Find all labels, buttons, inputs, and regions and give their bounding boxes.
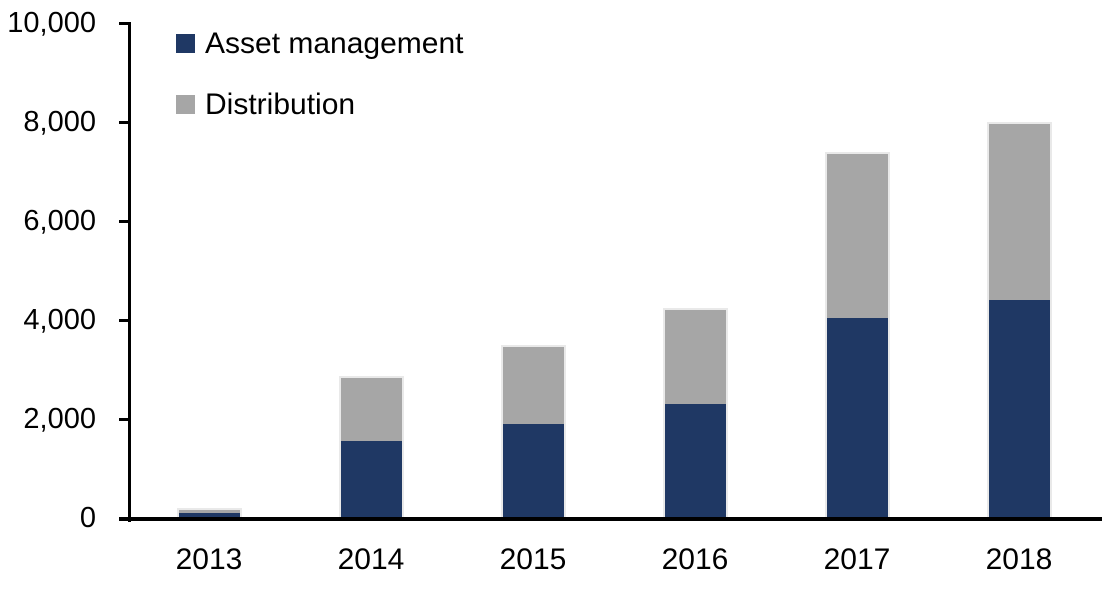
y-tick-mark-8000: [119, 121, 128, 124]
y-axis-line: [128, 22, 131, 522]
bar-segment-asset-management-2018: [988, 300, 1050, 518]
bar-2015: [500, 345, 566, 518]
x-tick-label-2016: 2016: [661, 543, 729, 576]
bar-segment-asset-management-2017: [826, 318, 888, 518]
y-tick-label-0: 0: [79, 502, 96, 534]
bar-segment-asset-management-2015: [502, 424, 564, 518]
y-tick-mark-10000: [119, 22, 128, 25]
bar-2014: [338, 376, 404, 518]
legend-swatch-distribution: [176, 95, 195, 114]
bar-2016: [662, 308, 728, 518]
x-tick-label-2018: 2018: [985, 543, 1053, 576]
y-tick-mark-6000: [119, 220, 128, 223]
bar-segment-distribution-2016: [664, 310, 726, 404]
bar-segment-distribution-2014: [340, 378, 402, 441]
bar-segment-asset-management-2013: [178, 513, 240, 518]
bar-segment-asset-management-2014: [340, 441, 402, 518]
x-tick-label-2013: 2013: [175, 543, 243, 576]
y-tick-label-6000: 6,000: [23, 205, 96, 237]
y-tick-label-10000: 10,000: [7, 7, 96, 39]
bar-2018: [986, 122, 1052, 518]
bar-segment-asset-management-2016: [664, 404, 726, 518]
y-tick-label-4000: 4,000: [23, 304, 96, 336]
y-tick-label-2000: 2,000: [23, 403, 96, 435]
legend-label-distribution: Distribution: [205, 88, 356, 121]
x-tick-label-2015: 2015: [499, 543, 567, 576]
x-axis-line: [119, 517, 1102, 521]
legend-swatch-asset-management: [176, 34, 195, 53]
x-tick-label-2014: 2014: [337, 543, 405, 576]
bar-2013: [176, 508, 242, 518]
bar-segment-distribution-2015: [502, 347, 564, 424]
bar-2017: [824, 152, 890, 518]
x-tick-label-2017: 2017: [823, 543, 891, 576]
y-tick-mark-2000: [119, 418, 128, 421]
bar-segment-distribution-2018: [988, 124, 1050, 300]
legend-label-asset-management: Asset management: [205, 27, 464, 60]
bar-segment-distribution-2017: [826, 154, 888, 318]
y-tick-mark-4000: [119, 319, 128, 322]
y-tick-label-8000: 8,000: [23, 106, 96, 138]
bar-segment-distribution-2013: [178, 510, 240, 513]
